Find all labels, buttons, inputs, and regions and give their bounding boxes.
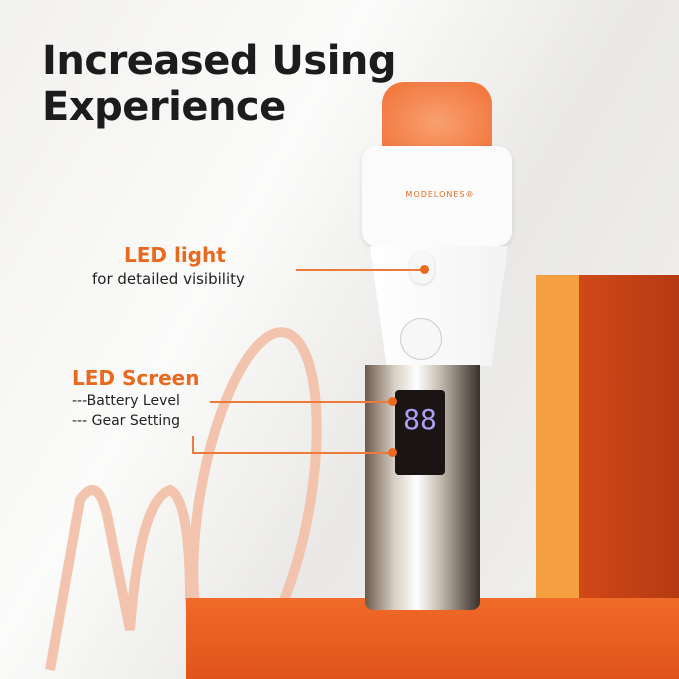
callout-line bbox=[192, 452, 390, 454]
callout-line bbox=[210, 401, 390, 403]
callout-dot bbox=[388, 397, 397, 406]
callout-battery-text: ---Battery Level bbox=[72, 393, 180, 409]
callout-line bbox=[192, 436, 194, 452]
device: MODELONES® 88 bbox=[360, 80, 530, 610]
callout-dot bbox=[420, 265, 429, 274]
brand-logo: MODELONES® bbox=[405, 190, 475, 199]
callout-led-screen-heading: LED Screen bbox=[72, 366, 200, 390]
back-block bbox=[536, 275, 679, 605]
callout-line bbox=[296, 269, 422, 271]
led-screen: 88 bbox=[395, 390, 445, 475]
pedestal bbox=[186, 598, 679, 679]
callout-led-light-heading: LED light bbox=[124, 243, 226, 267]
callout-dot bbox=[388, 448, 397, 457]
device-head bbox=[362, 146, 512, 246]
title-line: Increased Using bbox=[42, 38, 397, 84]
callout-gear-text: --- Gear Setting bbox=[72, 413, 180, 429]
power-button bbox=[400, 318, 442, 360]
title-line: Experience bbox=[42, 84, 286, 130]
page-title: Increased Using Experience bbox=[42, 38, 397, 130]
callout-led-light-text: for detailed visibility bbox=[92, 270, 245, 288]
